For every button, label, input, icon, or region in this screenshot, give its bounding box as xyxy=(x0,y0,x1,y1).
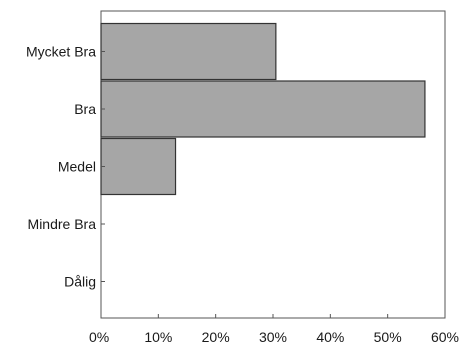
bar-mycket-bra xyxy=(100,22,277,81)
bars-group xyxy=(100,22,426,196)
y-tick-label-bra: Bra xyxy=(74,101,96,117)
y-tick-label-dalig: Dålig xyxy=(64,274,96,290)
x-tick-label-0: 0% xyxy=(89,329,109,345)
y-tick-labels: Mycket Bra Bra Medel Mindre Bra Dålig xyxy=(26,44,105,290)
y-tick-label-medel: Medel xyxy=(58,159,96,175)
x-tick-label-40: 40% xyxy=(316,329,344,345)
x-tick-label-50: 50% xyxy=(374,329,402,345)
x-tick-label-20: 20% xyxy=(202,329,230,345)
x-tick-marks xyxy=(100,314,446,318)
bar-bra xyxy=(100,80,426,138)
x-tick-label-60: 60% xyxy=(431,329,459,345)
bar-medel xyxy=(100,137,177,196)
y-tick-label-mindre-bra: Mindre Bra xyxy=(28,216,97,232)
x-tick-label-10: 10% xyxy=(144,329,172,345)
x-tick-labels: 0% 10% 20% 30% 40% 50% 60% xyxy=(89,329,459,345)
x-tick-label-30: 30% xyxy=(259,329,287,345)
y-tick-label-mycket-bra: Mycket Bra xyxy=(26,44,96,60)
